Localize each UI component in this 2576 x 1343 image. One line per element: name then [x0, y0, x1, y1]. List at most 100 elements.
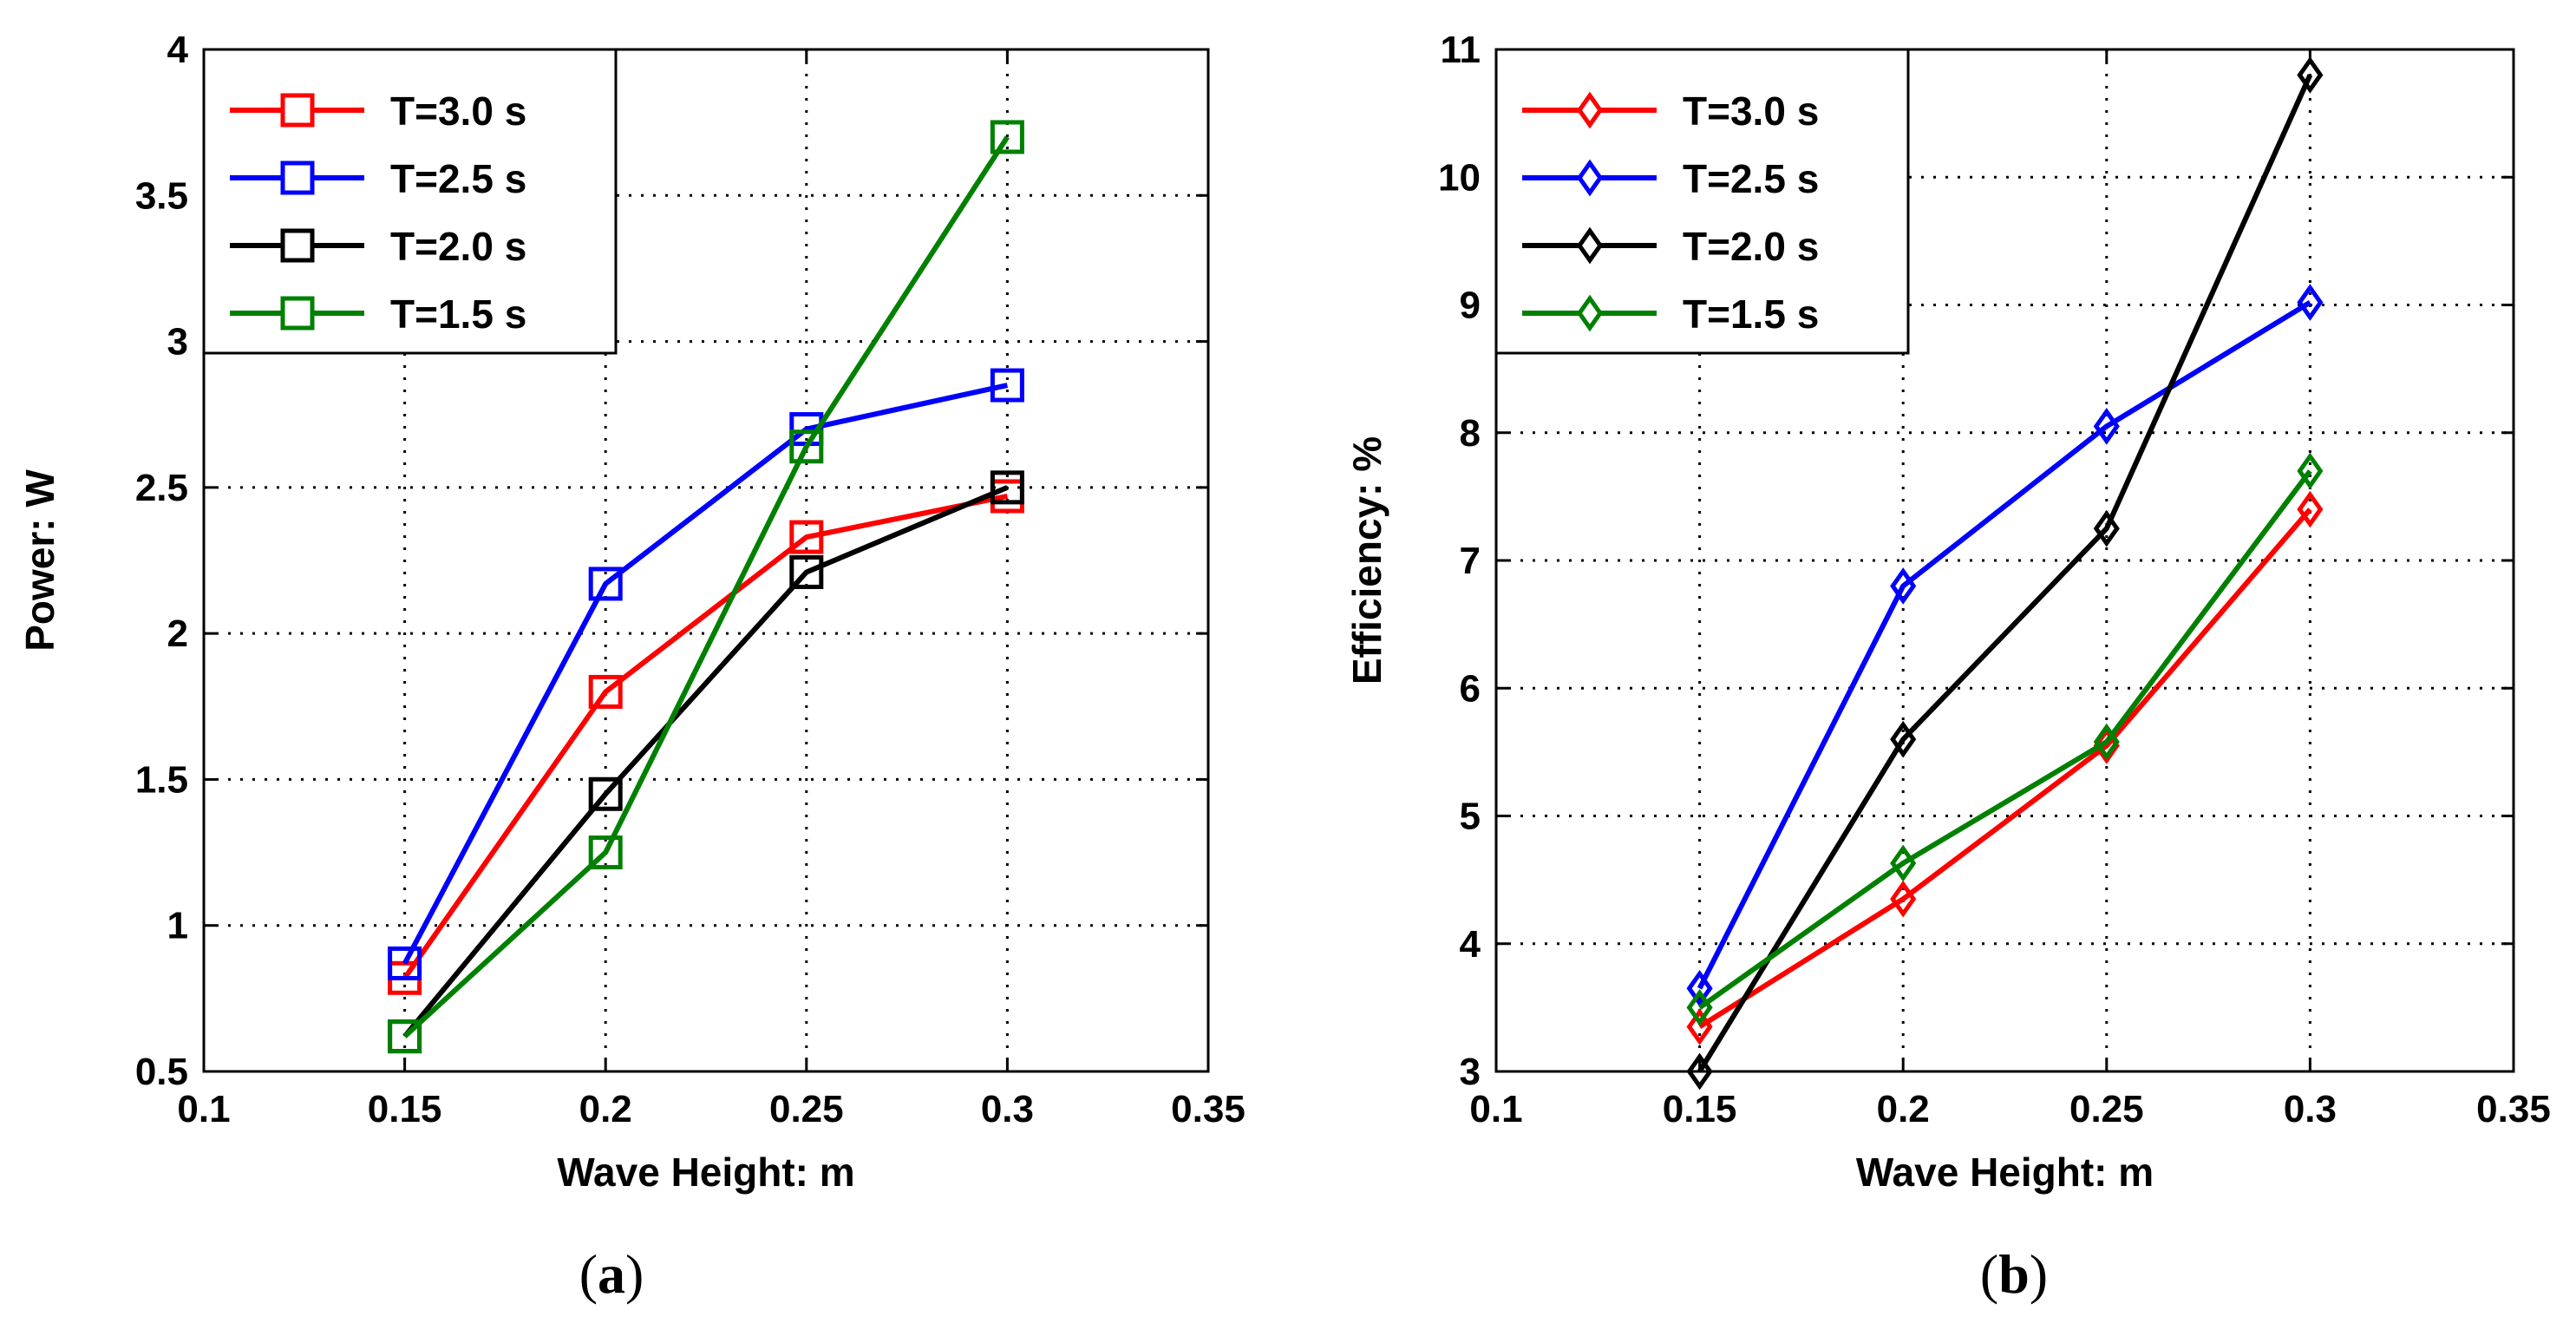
- data-point: [1686, 969, 1713, 1007]
- legend-label: T=2.5 s: [1683, 156, 1819, 201]
- data-point: [588, 776, 623, 811]
- x-tick-label: 0.15: [1663, 1088, 1737, 1130]
- y-tick-label: 2: [167, 613, 188, 655]
- caption-open-paren: (: [1980, 1243, 1998, 1305]
- x-tick-label: 0.25: [769, 1088, 844, 1130]
- axes-frame: [1494, 48, 2515, 1073]
- x-tick-label: 0.3: [981, 1088, 1034, 1130]
- data-point: [2297, 452, 2324, 490]
- y-tick-label: 4: [1460, 923, 1481, 966]
- caption-close-paren: ): [625, 1243, 644, 1305]
- series-line: [402, 383, 1009, 965]
- data-point: [588, 567, 623, 601]
- chart-panel-a: 0.1 0.15 0.2 0.25 0.3 0.35 0.5 1 1.5 2 2.5 3 3.5 4 T=3…: [17, 29, 1246, 1305]
- x-tick-label: 0.1: [177, 1088, 230, 1130]
- panel-caption: (b): [1980, 1243, 2048, 1305]
- y-axis-label: Efficiency: %: [1344, 436, 1389, 685]
- data-point: [2093, 727, 2120, 764]
- x-tick-label: 0.3: [2284, 1088, 2337, 1130]
- x-axis-label: Wave Height: m: [1856, 1150, 2154, 1195]
- legend-marker: [280, 161, 315, 195]
- y-axis-label: Power: W: [17, 469, 62, 652]
- x-tick-label: 0.2: [1877, 1088, 1930, 1130]
- data-point: [990, 120, 1024, 154]
- x-tick-label: 0.2: [579, 1088, 632, 1130]
- x-axis-label: Wave Height: m: [557, 1150, 854, 1195]
- data-point: [1686, 1008, 1713, 1045]
- y-tick-label: 6: [1460, 667, 1481, 710]
- caption-letter: a: [598, 1243, 625, 1305]
- x-tick-label: 0.35: [2476, 1088, 2551, 1130]
- data-point: [789, 520, 824, 554]
- series-line: [402, 494, 1008, 980]
- data-point: [990, 470, 1024, 505]
- y-tick-label: 4: [167, 29, 189, 71]
- data-point: [388, 946, 422, 980]
- y-tick-label: 5: [1460, 796, 1481, 838]
- y-tick-label: 9: [1460, 285, 1481, 327]
- legend-label: T=3.0 s: [390, 88, 526, 134]
- series-line: [1697, 74, 2313, 1073]
- series-line: [1697, 299, 2311, 990]
- data-point: [789, 554, 824, 589]
- data-point: [990, 368, 1024, 403]
- data-point: [2093, 408, 2120, 445]
- legend-marker: [280, 296, 315, 331]
- legend-marker: [1576, 91, 1604, 129]
- series-line: [402, 135, 1010, 1038]
- legend-label: T=3.0 s: [1683, 88, 1819, 134]
- legend-marker: [280, 93, 315, 128]
- data-point: [2093, 723, 2120, 761]
- legend-label: T=2.0 s: [390, 224, 526, 269]
- data-point: [388, 1019, 422, 1054]
- data-point: [2093, 509, 2120, 547]
- series-line: [402, 485, 1009, 1038]
- y-tick-label: 1: [167, 905, 188, 947]
- legend-box: [202, 48, 618, 355]
- y-tick-label: 11: [1440, 29, 1481, 71]
- data-point: [1686, 1052, 1713, 1091]
- data-point: [588, 674, 623, 709]
- legend-marker: [1576, 159, 1604, 197]
- data-point: [2297, 284, 2324, 321]
- y-tick-label: 10: [1438, 156, 1481, 199]
- panel-caption: (a): [579, 1243, 644, 1305]
- data-point: [1890, 880, 1917, 918]
- legend-marker: [280, 228, 315, 263]
- x-tick-label: 0.15: [368, 1088, 442, 1130]
- y-tick-label: 7: [1460, 540, 1481, 582]
- data-point: [1890, 567, 1917, 605]
- caption-close-paren: ): [2030, 1243, 2048, 1305]
- data-point: [2297, 56, 2324, 94]
- legend-label: T=2.5 s: [390, 156, 526, 201]
- caption-letter: b: [1998, 1243, 2030, 1305]
- series-line: [1698, 508, 2312, 1030]
- y-tick-label: 3.5: [135, 174, 188, 217]
- legend-box: [1494, 48, 1910, 355]
- data-point: [2297, 490, 2324, 528]
- chart-panel-b: 0.1 0.15 0.2 0.25 0.3 0.35 3 4 5 6 7 8 9 10 11 T=3.0 s T…: [1344, 29, 2551, 1305]
- data-point: [789, 429, 824, 464]
- caption-open-paren: (: [579, 1243, 598, 1305]
- x-tick-label: 0.35: [1171, 1088, 1246, 1130]
- y-tick-label: 8: [1460, 412, 1481, 455]
- legend-marker: [1576, 294, 1604, 332]
- data-point: [1890, 844, 1917, 882]
- y-tick-label: 0.5: [135, 1051, 188, 1093]
- data-point: [1890, 720, 1917, 758]
- x-tick-label: 0.25: [2069, 1088, 2144, 1130]
- legend-label: T=1.5 s: [1683, 292, 1819, 337]
- y-tick-label: 1.5: [135, 758, 188, 801]
- data-point: [1686, 989, 1713, 1026]
- axes-frame: [202, 48, 1210, 1073]
- series-line: [1697, 469, 2312, 1010]
- y-tick-label: 3: [167, 321, 188, 364]
- legend-marker: [1576, 226, 1604, 265]
- legend-label: T=2.0 s: [1683, 224, 1819, 269]
- y-tick-label: 2.5: [135, 467, 188, 509]
- legend-label: T=1.5 s: [390, 292, 526, 337]
- data-point: [588, 835, 623, 870]
- x-tick-label: 0.1: [1469, 1088, 1522, 1130]
- y-tick-label: 3: [1460, 1051, 1481, 1093]
